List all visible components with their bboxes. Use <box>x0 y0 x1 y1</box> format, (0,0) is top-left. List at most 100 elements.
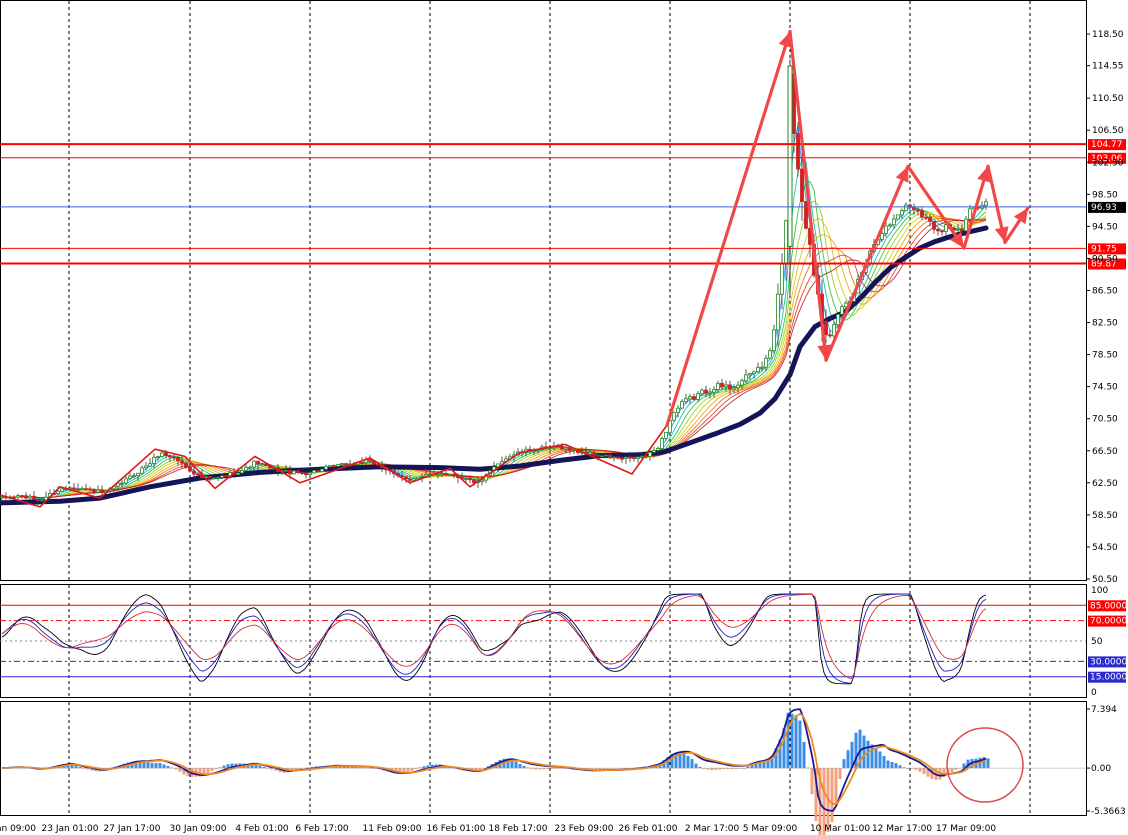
candle-body <box>904 204 908 211</box>
price-tick-label: 110.50 <box>1092 94 1124 104</box>
candle-body <box>60 488 64 492</box>
macd-histogram-bar <box>730 768 734 770</box>
macd-histogram-bar <box>74 765 78 769</box>
candle-body <box>464 478 468 481</box>
price-axis: 118.50 114.55 110.50 106.50 102.50 98.50 94.50… <box>1086 30 1124 585</box>
macd-histogram-bar <box>510 759 514 769</box>
macd-histogram-bar <box>554 768 558 769</box>
macd-histogram-bar <box>622 768 626 769</box>
macd-histogram-bar <box>690 759 694 769</box>
candle-body <box>824 320 828 336</box>
candle-body <box>708 391 712 394</box>
macd-histogram-bar <box>302 768 306 769</box>
macd-histogram-bar <box>226 764 230 769</box>
macd-histogram-bar <box>534 768 538 770</box>
macd-histogram-bar <box>858 729 862 769</box>
macd-histogram-bar <box>722 768 726 769</box>
macd-signal-line <box>1 712 987 806</box>
candle-body <box>220 475 224 478</box>
macd-histogram-bar <box>274 768 278 771</box>
time-tick-label: 23 Feb 09:00 <box>554 824 613 834</box>
candle-body <box>360 461 364 464</box>
price-tick-label: 78.50 <box>1092 351 1118 361</box>
candle-body <box>408 478 412 481</box>
candle-body <box>32 495 36 500</box>
candle-body <box>968 208 972 220</box>
candle-body <box>96 489 100 493</box>
candle-body <box>844 302 848 308</box>
candle-body <box>664 431 668 439</box>
stochastic-axis: 100 85.0000 70.0000 50 30.0000 15.0000 0 <box>1088 586 1127 698</box>
macd-lines <box>0 708 1086 812</box>
candle-body <box>132 475 136 478</box>
candle-body <box>800 168 804 202</box>
macd-histogram-bar <box>150 762 154 769</box>
candle-body <box>924 216 928 219</box>
candle-body <box>84 488 88 491</box>
macd-histogram-bar <box>158 763 162 769</box>
macd-histogram-bar <box>214 768 218 770</box>
candle-body <box>672 412 676 421</box>
macd-histogram-bar <box>78 767 82 769</box>
macd-histogram-bar <box>922 768 926 775</box>
macd-histogram-bar <box>986 758 990 769</box>
candle-body <box>156 456 160 459</box>
macd-histogram-bar <box>878 751 882 769</box>
candle-body <box>336 464 340 467</box>
macd-histogram-bar <box>854 732 858 769</box>
price-tick-label: 114.55 <box>1092 62 1124 72</box>
macd-histogram-bar <box>370 768 374 769</box>
macd-histogram-bar <box>618 768 622 769</box>
price-panel: 104.77 103.06 96.93 91.75 89.87 118.50 114.55… <box>0 0 1126 585</box>
macd-histogram-bar <box>530 768 534 769</box>
price-tick-label: 58.50 <box>1092 511 1118 521</box>
candle-body <box>120 482 124 485</box>
stochastic-tag-label: 30.0000 <box>1090 657 1127 667</box>
stochastic-panel-frame <box>0 584 1087 698</box>
macd-histogram-bar <box>778 739 782 769</box>
candle-body <box>560 445 564 450</box>
stochastic-grid <box>0 585 1086 697</box>
macd-histogram-bar <box>842 759 846 769</box>
macd-histogram-bar <box>930 768 934 779</box>
macd-histogram-bar <box>142 762 146 769</box>
macd-line <box>1 708 987 812</box>
macd-histogram-bar <box>206 768 210 774</box>
candle-body <box>920 210 924 218</box>
time-tick-label: 10 Mar 01:00 <box>810 824 870 834</box>
macd-histogram-bar <box>782 728 786 769</box>
candle-body <box>136 472 140 477</box>
macd-histogram-bar <box>982 757 986 769</box>
macd-histogram-bar <box>134 761 138 769</box>
price-grid <box>68 1 1031 580</box>
macd-histogram-bar <box>614 768 618 769</box>
stochastic-tag-label: 85.0000 <box>1090 601 1127 611</box>
stochastic-signal-line <box>1 593 987 684</box>
candle-body <box>676 407 680 414</box>
macd-histogram-bar <box>146 762 150 769</box>
price-tick-label: 98.50 <box>1092 190 1118 200</box>
macd-histogram-bar <box>882 756 886 769</box>
candle-body <box>100 489 104 494</box>
macd-histogram-bar <box>810 768 814 795</box>
candle-body <box>180 460 184 464</box>
macd-histogram-bar <box>202 768 206 776</box>
candle-body <box>224 475 228 478</box>
candle-body <box>604 454 608 457</box>
candle-body <box>184 462 188 468</box>
candle-body <box>960 228 964 232</box>
candle-body <box>828 334 832 337</box>
candle-body <box>480 479 484 482</box>
candle-body <box>248 466 252 469</box>
candle-body <box>916 209 920 212</box>
arrow-head <box>977 166 991 183</box>
price-tick-label: 66.50 <box>1092 447 1118 457</box>
arrow-head <box>949 231 964 248</box>
candle-body <box>436 473 440 476</box>
candle-body <box>212 477 216 480</box>
arrow-shaft <box>824 164 910 362</box>
time-tick-label: 27 Jan 17:00 <box>104 824 161 834</box>
stochastic-tag-bg <box>1088 600 1126 612</box>
stochastic-tick-label: 50 <box>1091 637 1103 647</box>
price-tick-label: 62.50 <box>1092 479 1118 489</box>
